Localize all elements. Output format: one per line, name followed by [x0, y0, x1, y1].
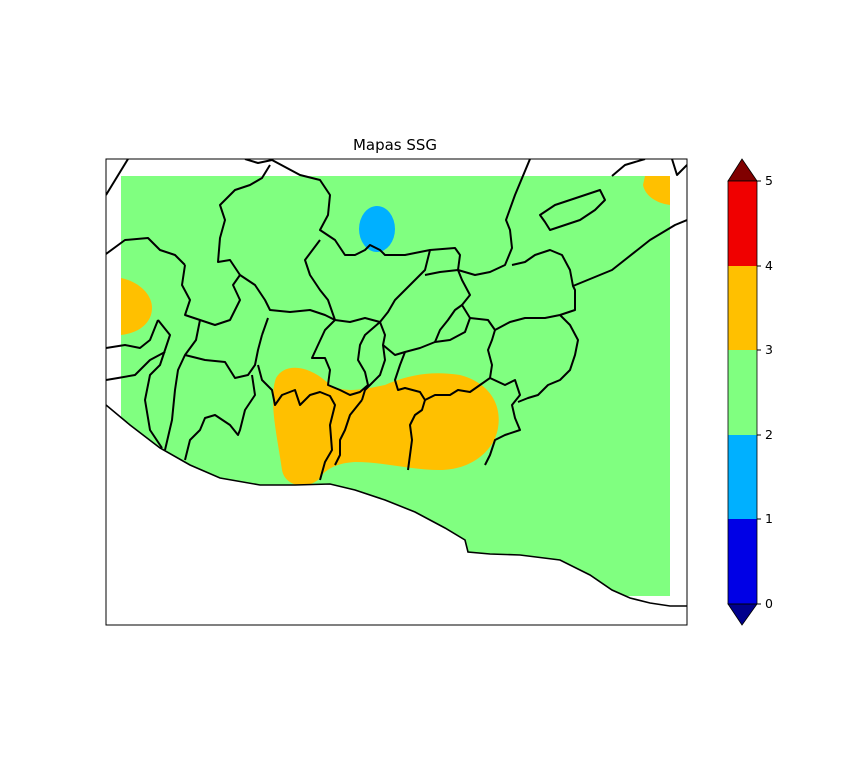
colorbar: 0 1 2 3 4 5 — [727, 158, 773, 626]
colorbar-ticks — [757, 180, 761, 605]
colorbar-tick-2: 2 — [765, 427, 773, 442]
colorbar-level-4-5 — [728, 181, 757, 266]
colorbar-tick-1: 1 — [765, 511, 773, 526]
colorbar-level-2-3 — [728, 350, 757, 435]
colorbar-over-arrow — [727, 158, 758, 182]
colorbar-level-1-2 — [728, 435, 757, 519]
colorbar-level-0-1 — [728, 519, 757, 604]
colorbar-level-3-4 — [728, 266, 757, 350]
colorbar-tick-5: 5 — [765, 173, 773, 188]
colorbar-tick-4: 4 — [765, 258, 773, 273]
colorbar-tick-3: 3 — [765, 342, 773, 357]
northeast-corner-patch — [643, 176, 670, 205]
admin-borders — [106, 159, 687, 481]
ocean-mask — [106, 405, 687, 625]
colorbar-tick-0: 0 — [765, 596, 773, 611]
map-frame — [105, 158, 688, 626]
west-edge-patch — [121, 278, 152, 335]
north-central-patch — [359, 206, 395, 252]
map-title: Mapas SSG — [353, 136, 437, 154]
map-panel — [106, 159, 687, 625]
coastline — [106, 404, 687, 607]
colorbar-frame — [727, 180, 758, 605]
colorbar-under-arrow — [727, 603, 758, 626]
